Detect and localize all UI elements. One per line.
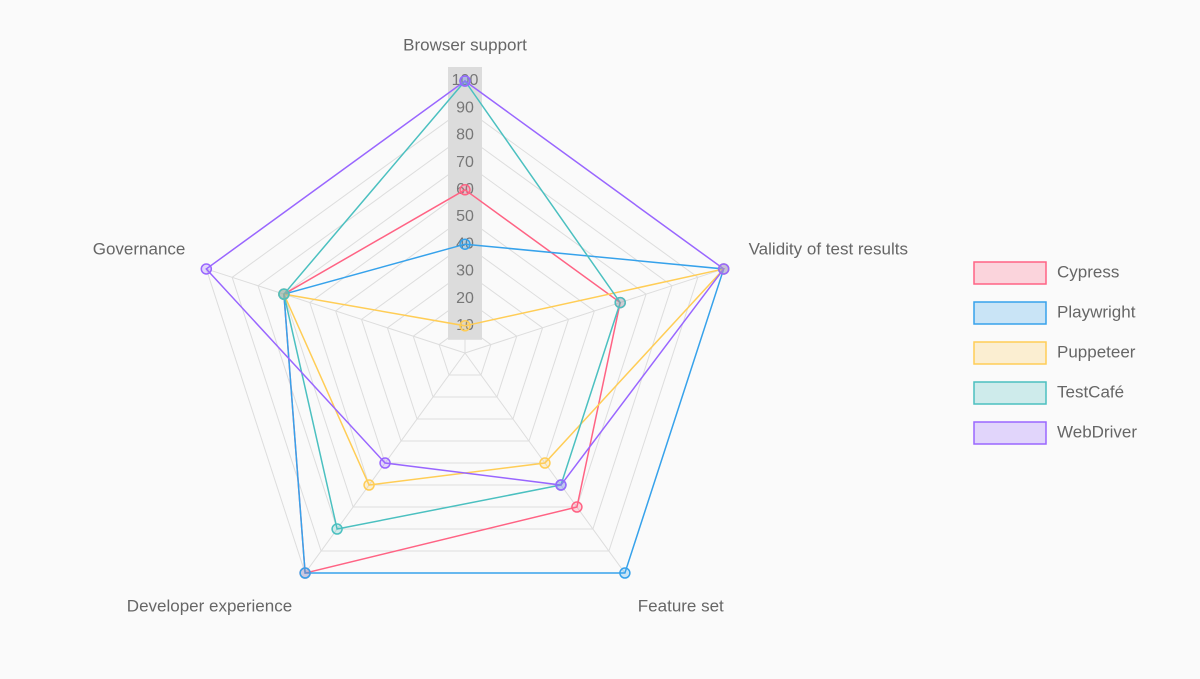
data-point [459, 320, 471, 332]
data-point [299, 567, 311, 579]
tick-backdrop [448, 257, 482, 286]
grid-ring [386, 270, 544, 420]
data-point [614, 296, 626, 309]
data-point [619, 567, 631, 579]
data-point [363, 479, 375, 491]
legend-swatch [973, 421, 1047, 445]
legend-swatch [973, 301, 1047, 325]
tick-label: 90 [456, 99, 474, 116]
data-point [200, 263, 213, 275]
series-line [283, 79, 622, 530]
data-point [379, 457, 391, 469]
tick-label: 30 [456, 263, 474, 280]
data-point [278, 288, 290, 300]
data-point [555, 479, 567, 491]
tick-backdrop [448, 121, 482, 150]
legend-swatch [973, 341, 1047, 365]
data-point [459, 238, 471, 250]
series-line [282, 267, 726, 486]
grid-ring [335, 216, 595, 464]
grid-ring [438, 325, 492, 376]
tick-label: 70 [456, 154, 474, 171]
data-point [459, 184, 471, 196]
grid-ring [231, 107, 699, 552]
grid-ring [412, 297, 518, 398]
axis-label: Validity of test results [749, 240, 908, 259]
data-point [459, 75, 471, 87]
grid-ring [283, 161, 647, 508]
legend-swatch [973, 261, 1047, 285]
axis-label: Feature set [638, 596, 724, 615]
legend-label: WebDriver [1057, 422, 1137, 441]
tick-backdrop [448, 284, 482, 313]
axis-label: Governance [93, 240, 186, 259]
legend-swatch [973, 381, 1047, 405]
tick-backdrop [448, 203, 482, 231]
legend-label: TestCafé [1057, 382, 1124, 401]
tick-backdrop [448, 148, 482, 177]
legend-label: Cypress [1057, 262, 1119, 281]
series-line [283, 188, 622, 574]
tick-label: 80 [456, 127, 474, 144]
data-point [571, 501, 583, 513]
data-point [331, 523, 343, 535]
axis-label: Developer experience [127, 596, 292, 615]
data-point [717, 263, 730, 275]
tick-backdrop [448, 94, 482, 123]
axis-label: Browser support [403, 35, 527, 54]
spoke [206, 268, 466, 354]
series-line [283, 243, 725, 574]
series-line [205, 80, 725, 486]
spoke [464, 268, 724, 354]
legend-label: Playwright [1057, 302, 1136, 321]
tick-label: 50 [456, 208, 474, 225]
tick-label: 20 [456, 290, 474, 307]
legend-label: Puppeteer [1057, 342, 1136, 361]
data-point [539, 457, 551, 469]
